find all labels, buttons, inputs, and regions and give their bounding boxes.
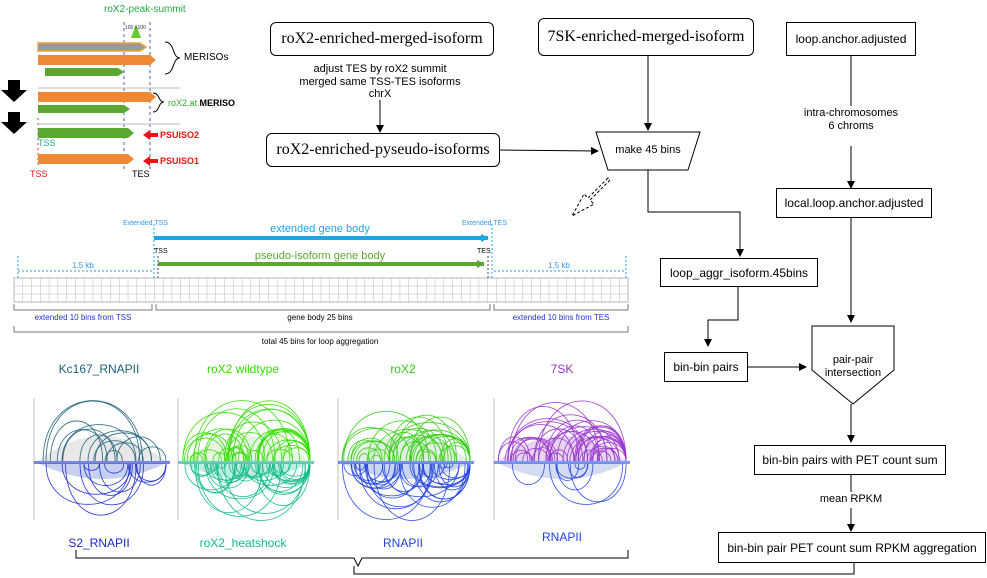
gene-body-bins-label: gene body 25 bins [287, 313, 353, 322]
panel-title-rnapii-2: RNAPII [541, 530, 582, 544]
step-down-arrow-icon [1, 112, 27, 134]
pair-intersection-label: pair-pair intersection [824, 354, 882, 379]
flow-connectors [75, 56, 855, 575]
merisos-label: MERISOs [184, 52, 229, 63]
arc-panel-3 [337, 398, 474, 521]
summit-mini-label: 100 ≥100 [125, 25, 146, 31]
bins-diagram [13, 224, 629, 333]
loop-aggregation-panels [33, 398, 630, 521]
loop-anchor-adjusted-box: loop.anchor.adjusted [786, 22, 916, 56]
mean-rpkm-label: mean RPKM [819, 493, 883, 505]
intra-chromosomes-notes: intra-chromosomes 6 chroms [791, 107, 911, 133]
pair-pair-intersection-node [811, 325, 895, 405]
bins-tss-label: TSS [154, 248, 168, 255]
summit-label: roX2-peak-summit [104, 4, 186, 15]
arc-panel-1 [33, 398, 170, 520]
ext-tes-bins-label: extended 10 bins from TES [512, 313, 610, 322]
kb-right-label: 1.5 kb [548, 261, 570, 271]
adjust-tes-notes: adjust TES by roX2 summit merged same TS… [299, 63, 461, 101]
psuiso1-label: PSUISO1 [160, 156, 200, 166]
panel-title-rox2-heatshock: roX2_heatshock [199, 536, 287, 550]
arc-panel-4 [493, 398, 630, 520]
step-down-arrow-icon [1, 80, 27, 102]
panel-title-s2-rnapii: S2_RNAPII [68, 536, 130, 550]
panel-title-rnapii-1: RNAPII [382, 536, 423, 550]
extended-tes-label: Extended TES [462, 220, 508, 227]
pseudo-gene-body-label: pseudo-isoform gene body [254, 250, 386, 262]
panel-title-rox2-wildtype: roX2 wildtype [206, 362, 280, 376]
loop-aggr-isoform-box: loop_aggr_isoform.45bins [660, 258, 818, 287]
tss-green-label: TSS [38, 138, 56, 148]
extended-tss-label: Extended TSS [123, 220, 169, 227]
pet-count-sum-box: bin-bin pairs with PET count sum [754, 445, 946, 475]
panel-title-7sk: 7SK [550, 362, 574, 376]
roX2-pseudo-isoforms-box: roX2-enriched-pyseudo-isoforms [266, 133, 500, 167]
ext-tss-bins-label: extended 10 bins from TSS [34, 313, 132, 322]
tss-red-label: TSS [30, 169, 48, 179]
tes-label: TES [132, 169, 150, 179]
local-loop-anchor-box: local.loop.anchor.adjusted [776, 188, 932, 218]
bins-tes-label: TES [477, 248, 491, 255]
bin-bin-pairs-box: bin-bin pairs [664, 352, 748, 382]
extended-gene-body-label: extended gene body [270, 223, 370, 235]
isoform-legend [1, 22, 181, 170]
psuiso2-label: PSUISO2 [160, 130, 200, 140]
panel-title-rox2: roX2 [390, 362, 416, 376]
make-45-bins-node [595, 131, 701, 171]
roX2-merged-isoform-box: roX2-enriched-merged-isoform [270, 22, 494, 56]
kb-left-label: 1.5 kb [72, 261, 94, 271]
summit-peak-icon [131, 24, 141, 38]
panel-title-kc167: Kc167_RNAPII [58, 362, 140, 376]
total-bins-label: total 45 bins for loop aggregation [261, 337, 379, 346]
roX2-at-meriso-label: roX2.at.MERISO [168, 98, 236, 108]
arc-panel-2 [177, 398, 314, 521]
rpkm-aggregation-box: bin-bin pair PET count sum RPKM aggregat… [718, 532, 986, 563]
7sk-merged-isoform-box: 7SK-enriched-merged-isoform [538, 18, 754, 56]
make-45-bins-label: make 45 bins [615, 144, 681, 156]
